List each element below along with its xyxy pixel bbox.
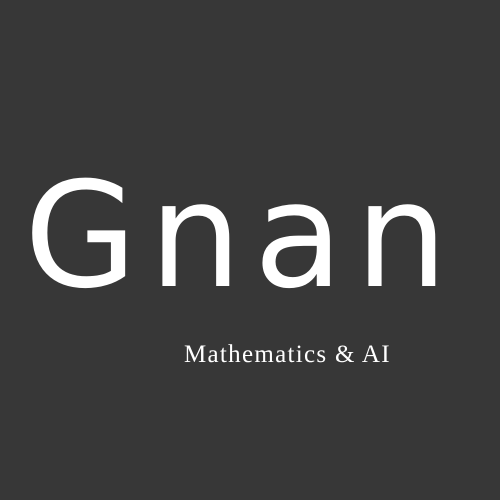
brand-tagline: Mathematics & AI xyxy=(184,341,391,368)
brand-wordmark: Gnan xyxy=(24,151,460,321)
